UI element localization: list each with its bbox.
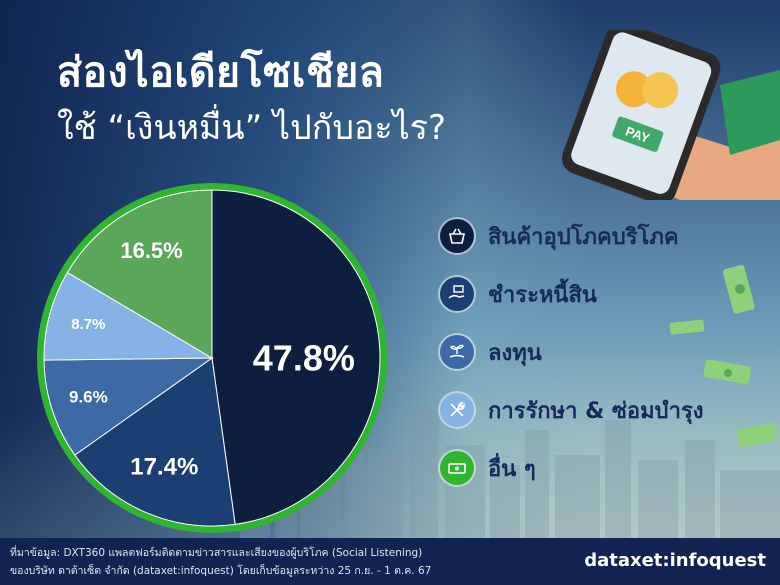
pie-slice-4 (43, 271, 214, 361)
phone-illustration: PAY (561, 30, 780, 200)
money-bill-icon (722, 264, 755, 314)
pie-data-label: 9.6% (69, 388, 108, 407)
source-line-2: ของบริษัท ดาต้าเซ็ต จำกัด (dataxet:infoq… (10, 565, 432, 577)
legend-item-invest: ลงทุน (440, 334, 542, 370)
brand-logo: dataxet:infoquest (584, 550, 766, 571)
page-subtitle: ใช้ “เงินหมื่น” ไปกับอะไร? (57, 108, 446, 148)
pie-data-label: 16.5% (120, 238, 182, 263)
shopping-basket-icon (440, 219, 474, 253)
pie-slice-5 (66, 189, 213, 359)
money-bill-icon (703, 359, 751, 385)
hand-payment-icon (440, 277, 474, 311)
money-bill-icon (737, 423, 777, 447)
legend-label: สินค้าอุปโภคบริโภค (488, 224, 679, 250)
smartphone-icon: PAY (561, 30, 721, 200)
pie-chart: 47.8% 17.4% 9.6% 8.7% 16.5% (37, 183, 387, 533)
money-icon (440, 451, 474, 485)
pie-slice-1 (211, 189, 381, 525)
pie-data-label: 47.8% (253, 338, 355, 379)
legend-item-consumer-goods: สินค้าอุปโภคบริโภค (440, 218, 679, 254)
legend-item-debt: ชำระหนี้สิน (440, 276, 597, 312)
wrench-tools-icon (440, 393, 474, 427)
pie-slice-3 (43, 357, 214, 456)
legend-item-repair: การรักษา & ซ่อมบำรุง (440, 392, 704, 428)
source-line-1: ที่มาข้อมูล: DXT360 แพลตฟอร์มติดตามข่าวส… (10, 547, 423, 559)
plant-hand-icon (440, 335, 474, 369)
pie-slice-2 (74, 357, 236, 527)
pie-data-label: 8.7% (71, 316, 105, 333)
legend-label: ลงทุน (488, 340, 542, 366)
legend-item-others: อื่น ๆ (440, 450, 536, 486)
page-title: ส่องไอเดียโซเชียล (57, 48, 385, 96)
legend-label: อื่น ๆ (488, 456, 536, 482)
footer: ที่มาข้อมูล: DXT360 แพลตฟอร์มติดตามข่าวส… (0, 538, 780, 585)
money-bill-icon (669, 319, 705, 335)
legend-label: การรักษา & ซ่อมบำรุง (488, 398, 704, 424)
pie-data-label: 17.4% (130, 453, 198, 480)
legend-label: ชำระหนี้สิน (488, 282, 597, 308)
